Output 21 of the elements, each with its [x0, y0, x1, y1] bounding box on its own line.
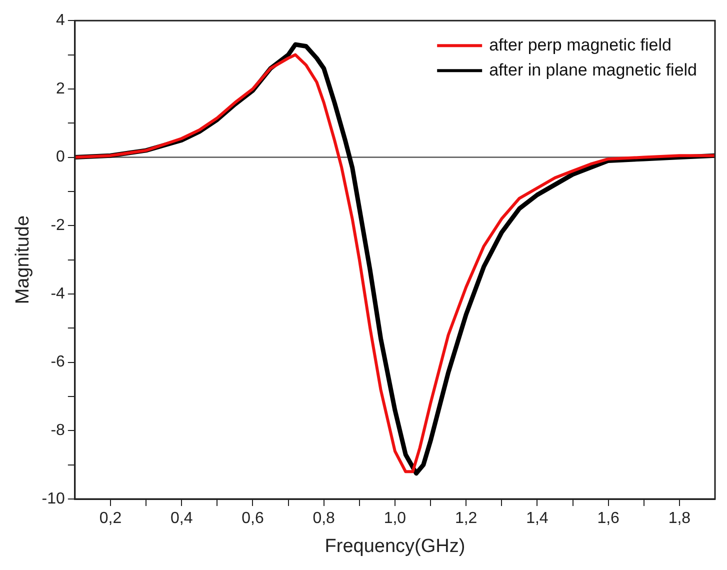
y-tick-label: -8	[50, 422, 66, 440]
y-tick-label: 2	[56, 80, 66, 98]
legend-label: after in plane magnetic field	[489, 60, 698, 80]
x-tick-label: 0,2	[99, 510, 122, 528]
x-tick-label: 1,4	[526, 510, 548, 528]
y-tick-label: -4	[50, 285, 66, 302]
y-tick-label: -2	[50, 217, 66, 234]
x-tick-label: 0,8	[312, 510, 336, 528]
x-tick-label: 0,4	[170, 510, 193, 528]
y-axis-title: Magnitude	[12, 215, 34, 304]
x-tick-label: 1,2	[454, 510, 478, 528]
y-tick-label: -6	[50, 354, 66, 371]
y-tick-label: -10	[42, 490, 66, 508]
x-tick-label: 1,8	[668, 510, 691, 528]
legend-label: after perp magnetic field	[489, 35, 672, 54]
x-tick-label: 0,6	[242, 510, 264, 528]
x-axis-title: Frequency(GHz)	[324, 536, 466, 557]
x-tick-label: 1,6	[597, 510, 620, 528]
y-tick-label: 4	[56, 12, 66, 30]
x-tick-label: 1,0	[384, 510, 406, 528]
y-tick-label: 0	[56, 148, 66, 166]
